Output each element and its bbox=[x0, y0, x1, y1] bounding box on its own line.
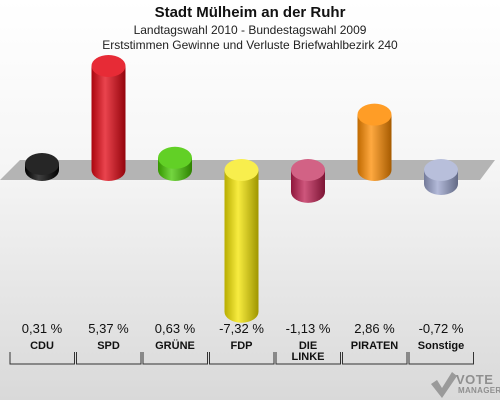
value-label: -0,72 % bbox=[419, 321, 464, 336]
category-label: GRÜNE bbox=[155, 339, 195, 352]
bar-body bbox=[224, 170, 259, 312]
value-label: -7,32 % bbox=[219, 321, 264, 336]
bar-cdu bbox=[25, 152, 59, 181]
bar-fdp bbox=[224, 159, 259, 323]
category-label: FDP bbox=[231, 340, 253, 352]
bar-sonstige bbox=[424, 159, 458, 195]
value-label: 2,86 % bbox=[354, 321, 395, 336]
logo-text-manager: MANAGER bbox=[458, 386, 500, 395]
bar-top-cap bbox=[357, 103, 392, 126]
bar-top-cap bbox=[291, 159, 325, 181]
category-label: CDU bbox=[30, 340, 54, 352]
bar-top-cap bbox=[224, 159, 259, 181]
chart-subtitle-2: Erststimmen Gewinne und Verluste Briefwa… bbox=[102, 38, 398, 52]
vote-manager-logo: VOTE MANAGER bbox=[428, 368, 500, 400]
category-bracket bbox=[342, 352, 408, 365]
bar-piraten bbox=[357, 103, 392, 181]
bar-top-cap bbox=[25, 152, 59, 175]
category-bracket bbox=[76, 352, 142, 365]
bar-bottom-cap bbox=[291, 180, 325, 203]
bar-top-cap bbox=[91, 55, 126, 77]
value-label: -1,13 % bbox=[286, 321, 331, 336]
chart-subtitle-1: Landtagswahl 2010 - Bundestagswahl 2009 bbox=[133, 23, 367, 37]
bar-die-linke bbox=[291, 159, 325, 203]
category-bracket bbox=[408, 352, 474, 365]
category-bracket bbox=[142, 352, 208, 365]
value-label: 5,37 % bbox=[88, 321, 129, 336]
bar-bottom-cap bbox=[91, 159, 126, 181]
bar-gr-ne bbox=[158, 146, 192, 181]
category-label: LINKE bbox=[292, 351, 325, 363]
category-label: DIE bbox=[299, 340, 317, 352]
bar-top-cap bbox=[424, 159, 458, 181]
bar-bottom-cap bbox=[357, 159, 392, 181]
category-bracket bbox=[209, 352, 275, 365]
bar-body bbox=[91, 66, 126, 170]
category-bracket bbox=[275, 352, 341, 365]
value-label: 0,31 % bbox=[22, 321, 63, 336]
category-label: SPD bbox=[97, 340, 120, 352]
bar-top-cap bbox=[158, 146, 192, 169]
category-label: Sonstige bbox=[418, 340, 464, 352]
chart-title: Stadt Mülheim an der Ruhr bbox=[154, 4, 346, 21]
value-label: 0,63 % bbox=[155, 321, 196, 336]
bar-bottom-cap bbox=[224, 300, 259, 323]
category-bracket bbox=[9, 352, 75, 365]
checkmark-logo-icon bbox=[431, 372, 457, 398]
logo-text-vote: VOTE bbox=[456, 372, 494, 387]
bar-spd bbox=[91, 55, 126, 181]
category-label: PIRATEN bbox=[351, 340, 399, 352]
